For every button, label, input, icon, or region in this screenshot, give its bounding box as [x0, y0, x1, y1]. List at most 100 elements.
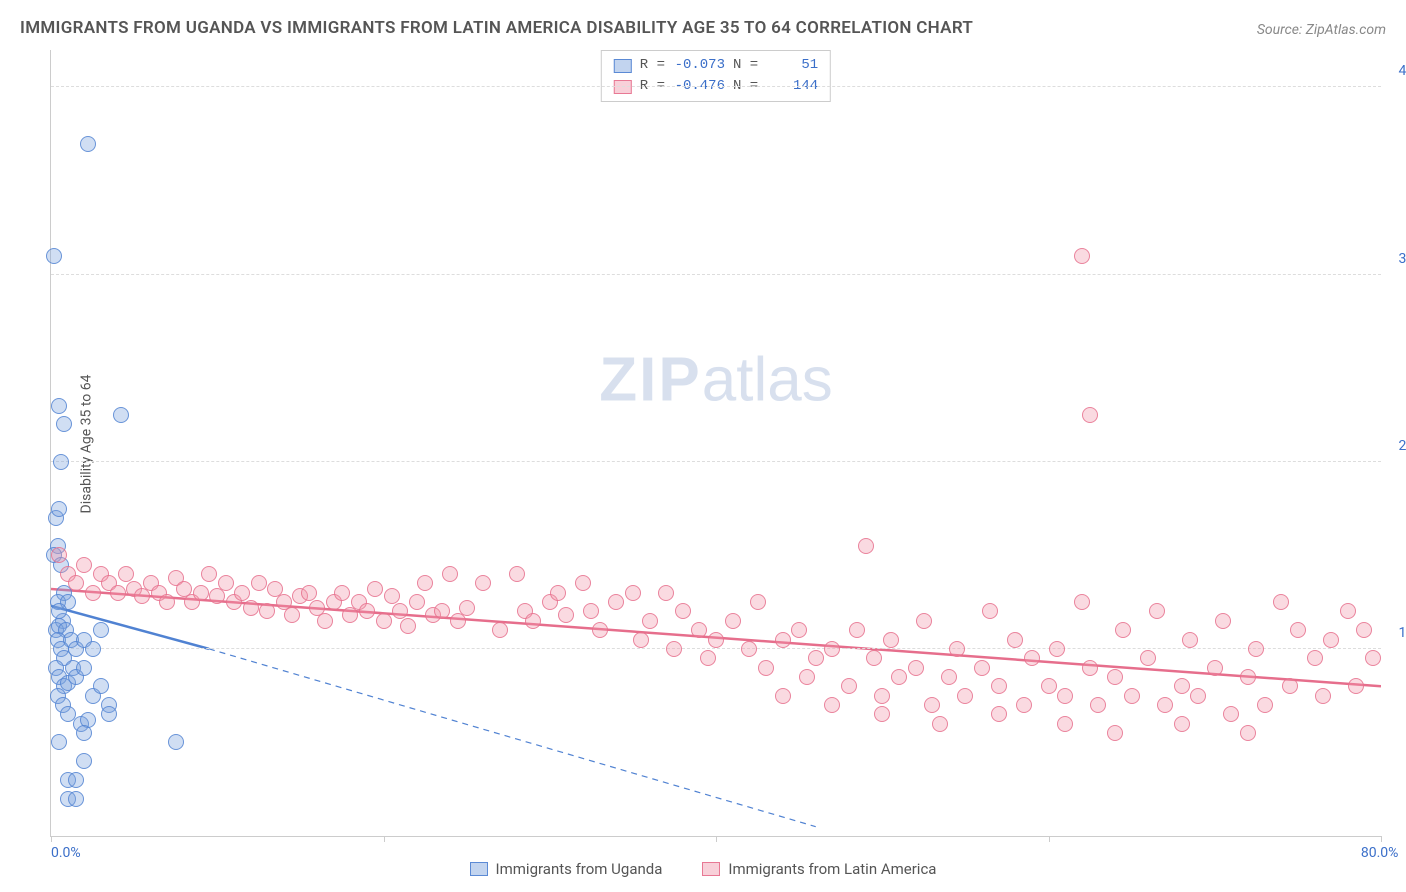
scatter-point: [1273, 594, 1289, 610]
legend-item: Immigrants from Latin America: [702, 860, 936, 878]
scatter-point: [550, 585, 566, 601]
scatter-point: [284, 607, 300, 623]
scatter-point: [625, 585, 641, 601]
scatter-point: [334, 585, 350, 601]
scatter-point: [68, 772, 84, 788]
scatter-point: [1016, 697, 1032, 713]
scatter-point: [234, 585, 250, 601]
scatter-point: [93, 622, 109, 638]
scatter-point: [359, 603, 375, 619]
scatter-point: [1107, 669, 1123, 685]
scatter-point: [1007, 632, 1023, 648]
stats-box: R =-0.073N =51R =-0.476N =144: [601, 50, 831, 102]
stats-r-value: -0.073: [673, 55, 725, 76]
scatter-point: [317, 613, 333, 629]
scatter-point: [1215, 613, 1231, 629]
scatter-point: [1174, 678, 1190, 694]
x-tick-mark: [716, 836, 717, 842]
scatter-point: [874, 706, 890, 722]
scatter-point: [101, 706, 117, 722]
scatter-point: [1290, 622, 1306, 638]
scatter-point: [85, 641, 101, 657]
scatter-point: [791, 622, 807, 638]
plot-region: ZIPatlas R =-0.073N =51R =-0.476N =144 1…: [50, 50, 1381, 837]
scatter-point: [758, 660, 774, 676]
scatter-point: [1124, 688, 1140, 704]
scatter-point: [1340, 603, 1356, 619]
y-tick-label: 40.0%: [1398, 63, 1406, 79]
scatter-point: [1240, 725, 1256, 741]
scatter-point: [982, 603, 998, 619]
x-tick-label: 80.0%: [1361, 845, 1399, 861]
scatter-point: [558, 607, 574, 623]
scatter-point: [1149, 603, 1165, 619]
scatter-point: [633, 632, 649, 648]
x-tick-mark: [384, 836, 385, 842]
legend-item: Immigrants from Uganda: [470, 860, 663, 878]
scatter-point: [1082, 407, 1098, 423]
scatter-point: [1257, 697, 1273, 713]
scatter-point: [775, 632, 791, 648]
scatter-point: [608, 594, 624, 610]
scatter-point: [1315, 688, 1331, 704]
scatter-point: [1282, 678, 1298, 694]
x-tick-mark: [1381, 836, 1382, 842]
x-tick-mark: [1049, 836, 1050, 842]
x-tick-mark: [51, 836, 52, 842]
scatter-point: [110, 585, 126, 601]
scatter-point: [775, 688, 791, 704]
scatter-point: [409, 594, 425, 610]
scatter-point: [46, 248, 62, 264]
scatter-point: [51, 734, 67, 750]
scatter-point: [991, 678, 1007, 694]
scatter-point: [1190, 688, 1206, 704]
chart-title: IMMIGRANTS FROM UGANDA VS IMMIGRANTS FRO…: [20, 18, 973, 38]
scatter-point: [750, 594, 766, 610]
watermark-atlas: atlas: [702, 346, 833, 415]
scatter-point: [218, 575, 234, 591]
scatter-point: [658, 585, 674, 601]
scatter-point: [708, 632, 724, 648]
watermark: ZIPatlas: [599, 345, 832, 416]
legend-swatch: [614, 59, 632, 73]
scatter-point: [666, 641, 682, 657]
scatter-point: [1365, 650, 1381, 666]
gridline: [51, 648, 1381, 649]
scatter-point: [1140, 650, 1156, 666]
legend-label: Immigrants from Uganda: [496, 860, 663, 878]
scatter-point: [808, 650, 824, 666]
legend-label: Immigrants from Latin America: [728, 860, 936, 878]
scatter-point: [1024, 650, 1040, 666]
scatter-point: [924, 697, 940, 713]
scatter-point: [575, 575, 591, 591]
scatter-point: [991, 706, 1007, 722]
scatter-point: [1182, 632, 1198, 648]
scatter-point: [475, 575, 491, 591]
scatter-point: [76, 753, 92, 769]
scatter-point: [201, 566, 217, 582]
scatter-point: [1207, 660, 1223, 676]
scatter-point: [243, 600, 259, 616]
scatter-point: [113, 407, 129, 423]
scatter-point: [1323, 632, 1339, 648]
scatter-point: [741, 641, 757, 657]
y-tick-label: 30.0%: [1398, 251, 1406, 267]
scatter-point: [841, 678, 857, 694]
legend: Immigrants from Uganda Immigrants from La…: [0, 860, 1406, 878]
scatter-point: [51, 398, 67, 414]
scatter-point: [509, 566, 525, 582]
scatter-point: [1074, 594, 1090, 610]
scatter-point: [1356, 622, 1372, 638]
scatter-point: [159, 594, 175, 610]
scatter-point: [118, 566, 134, 582]
source-attribution: Source: ZipAtlas.com: [1257, 22, 1386, 38]
scatter-point: [691, 622, 707, 638]
scatter-point: [51, 603, 67, 619]
scatter-point: [891, 669, 907, 685]
scatter-point: [916, 613, 932, 629]
scatter-point: [1348, 678, 1364, 694]
scatter-point: [1049, 641, 1065, 657]
scatter-point: [583, 603, 599, 619]
scatter-point: [525, 613, 541, 629]
scatter-point: [400, 618, 416, 634]
